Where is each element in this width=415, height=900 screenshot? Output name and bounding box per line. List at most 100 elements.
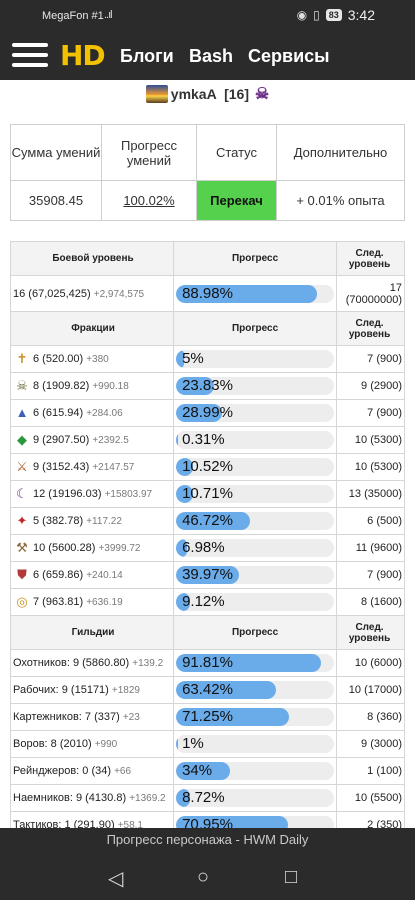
vibrate-icon: ▯	[313, 8, 320, 22]
progress-text: 91.81%	[182, 654, 233, 671]
progress-text: 46.72%	[182, 512, 233, 529]
faction-label: 9 (2907.50)	[33, 433, 90, 446]
faction-label: 6 (659.86)	[33, 568, 84, 581]
summary-skills-progress-link[interactable]: 100.02%	[101, 180, 197, 221]
faction-gain: +636.19	[86, 596, 123, 608]
combat-header-label: Боевой уровень	[9, 241, 175, 276]
faction-next-level: 11 (9600)	[336, 534, 405, 562]
combat-next-level: 17	[389, 281, 402, 294]
signal-icon: ..ıl	[104, 9, 113, 21]
recents-icon[interactable]: □	[285, 866, 298, 888]
faction-progress-bar: 39.97%	[176, 566, 335, 584]
progress-fill	[176, 458, 193, 476]
skull-icon: ☠	[16, 378, 28, 393]
faction-next-level: 13 (35000)	[336, 480, 405, 508]
summary-skills-sum: 35908.45	[10, 180, 102, 221]
guild-label: Тактиков: 1 (291.90)	[13, 819, 115, 828]
nav-link-bash[interactable]: Bash	[189, 46, 234, 66]
faction-next-level: 10 (5300)	[336, 426, 405, 454]
player-name[interactable]: ymkaA	[170, 86, 217, 102]
faction-next-level: 10 (5300)	[336, 453, 405, 481]
eye-of-horus-icon: ◎	[16, 594, 28, 609]
progress-fill	[176, 593, 191, 611]
faction-gain: +117.22	[86, 515, 122, 527]
green-crystal-icon: ◆	[17, 432, 27, 447]
faction-row: ✦ 5 (382.78) +117.22 46.72% 6 (500)	[9, 507, 405, 535]
faction-label: 8 (1909.82)	[33, 379, 90, 392]
faction-gain: +284.06	[86, 407, 123, 419]
guild-progress-bar: 1%	[176, 735, 335, 753]
faction-row: ▲ 6 (615.94) +284.06 28.99% 7 (900)	[9, 399, 405, 427]
guild-progress-bar: 8.72%	[176, 789, 335, 807]
guild-next-level: 10 (5500)	[336, 784, 405, 812]
summary-table: Сумма умений Прогресс умений Статус Допо…	[10, 124, 405, 221]
nav-link-blogs[interactable]: Блоги	[120, 46, 174, 66]
guild-next-level: 10 (6000)	[336, 649, 405, 677]
battery-icon: 83	[325, 9, 342, 21]
faction-gain: +2392.5	[92, 434, 129, 446]
progress-fill	[176, 566, 240, 584]
guild-gain: +990	[94, 739, 118, 750]
faction-gain: +240.14	[86, 569, 123, 581]
guild-row: Рейнджеров: 0 (34) +66 34% 1 (100)	[9, 757, 405, 785]
guild-progress-bar: 34%	[176, 762, 335, 780]
progress-text: 34%	[182, 762, 213, 779]
faction-label: 6 (615.94)	[33, 406, 84, 419]
guild-gain: +1369.2	[129, 793, 166, 804]
guild-next-level: 8 (360)	[336, 703, 405, 731]
guild-row: Наемников: 9 (4130.8) +1369.2 8.72% 10 (55…	[9, 784, 405, 812]
guild-row: Рабочих: 9 (15171) +1829 63.42% 10 (17000)	[9, 676, 405, 704]
guild-next-level: 1 (100)	[336, 757, 405, 785]
progress-table: Боевой уровень Прогресс След. уровень 16…	[9, 241, 405, 828]
faction-label: 9 (3152.43)	[33, 460, 90, 473]
combat-row: 16 (67,025,425) +2,974,575 88.98% 17 (70…	[9, 275, 405, 312]
progress-text: 39.97%	[182, 566, 233, 583]
factions-header-progress: Прогресс	[173, 311, 338, 346]
carrier-name: MegaFon #1	[42, 10, 104, 22]
faction-label: 12 (19196.03)	[33, 487, 102, 500]
guild-label: Рабочих: 9 (15171)	[13, 684, 109, 696]
faction-row: ✝ 6 (520.00) +380 5% 7 (900)	[9, 345, 405, 373]
progress-text: 10.71%	[182, 485, 233, 502]
guild-progress-bar: 91.81%	[176, 654, 335, 672]
guilds-header-next: След. уровень	[336, 615, 405, 650]
progress-text: 5%	[182, 350, 204, 367]
player-avatar-icon	[145, 85, 168, 103]
progress-fill	[176, 762, 230, 780]
top-nav: HD Блоги Bash Сервисы	[0, 34, 415, 80]
player-header: ymkaA [16] ☠	[0, 84, 415, 104]
progress-text: 28.99%	[182, 404, 233, 421]
progress-fill	[176, 539, 188, 557]
summary-header-skills-sum: Сумма умений	[10, 124, 102, 181]
factions-header-label: Фракции	[9, 311, 175, 346]
faction-gain: +380	[86, 353, 109, 365]
faction-gain: +2147.57	[92, 461, 135, 473]
back-icon[interactable]: ◁	[108, 868, 124, 890]
cross-icon: ✝	[16, 351, 28, 366]
faction-next-level: 9 (2900)	[336, 372, 405, 400]
combat-next-exp: (70000000)	[345, 293, 402, 306]
faction-progress-bar: 9.12%	[176, 593, 335, 611]
nav-link-services[interactable]: Сервисы	[248, 46, 330, 66]
faction-next-level: 6 (500)	[336, 507, 405, 535]
menu-icon[interactable]	[12, 43, 48, 71]
faction-row: ⛊ 6 (659.86) +240.14 39.97% 7 (900)	[9, 561, 405, 589]
hammer-icon: ⚒	[16, 540, 28, 555]
player-level: [16]	[224, 86, 249, 102]
progress-text: 23.83%	[182, 377, 233, 394]
guild-row: Картежников: 7 (337) +23 71.25% 8 (360)	[9, 703, 405, 731]
progress-text: 1%	[182, 735, 204, 752]
home-icon[interactable]: ○	[197, 866, 210, 888]
summary-header-status: Статус	[196, 124, 277, 181]
guild-gain: +139.2	[132, 658, 164, 669]
progress-fill	[176, 284, 317, 303]
progress-text: 10.52%	[182, 458, 233, 475]
progress-fill	[176, 708, 289, 726]
factions-header-next: След. уровень	[336, 311, 405, 346]
guild-next-level: 10 (17000)	[336, 676, 405, 704]
combat-level-gain: +2,974,575	[93, 288, 145, 300]
guild-row: Воров: 8 (2010) +990 1% 9 (3000)	[9, 730, 405, 758]
guild-progress-bar: 63.42%	[176, 681, 335, 699]
summary-header-extra: Дополнительно	[276, 124, 405, 181]
site-logo[interactable]: HD	[60, 39, 106, 72]
